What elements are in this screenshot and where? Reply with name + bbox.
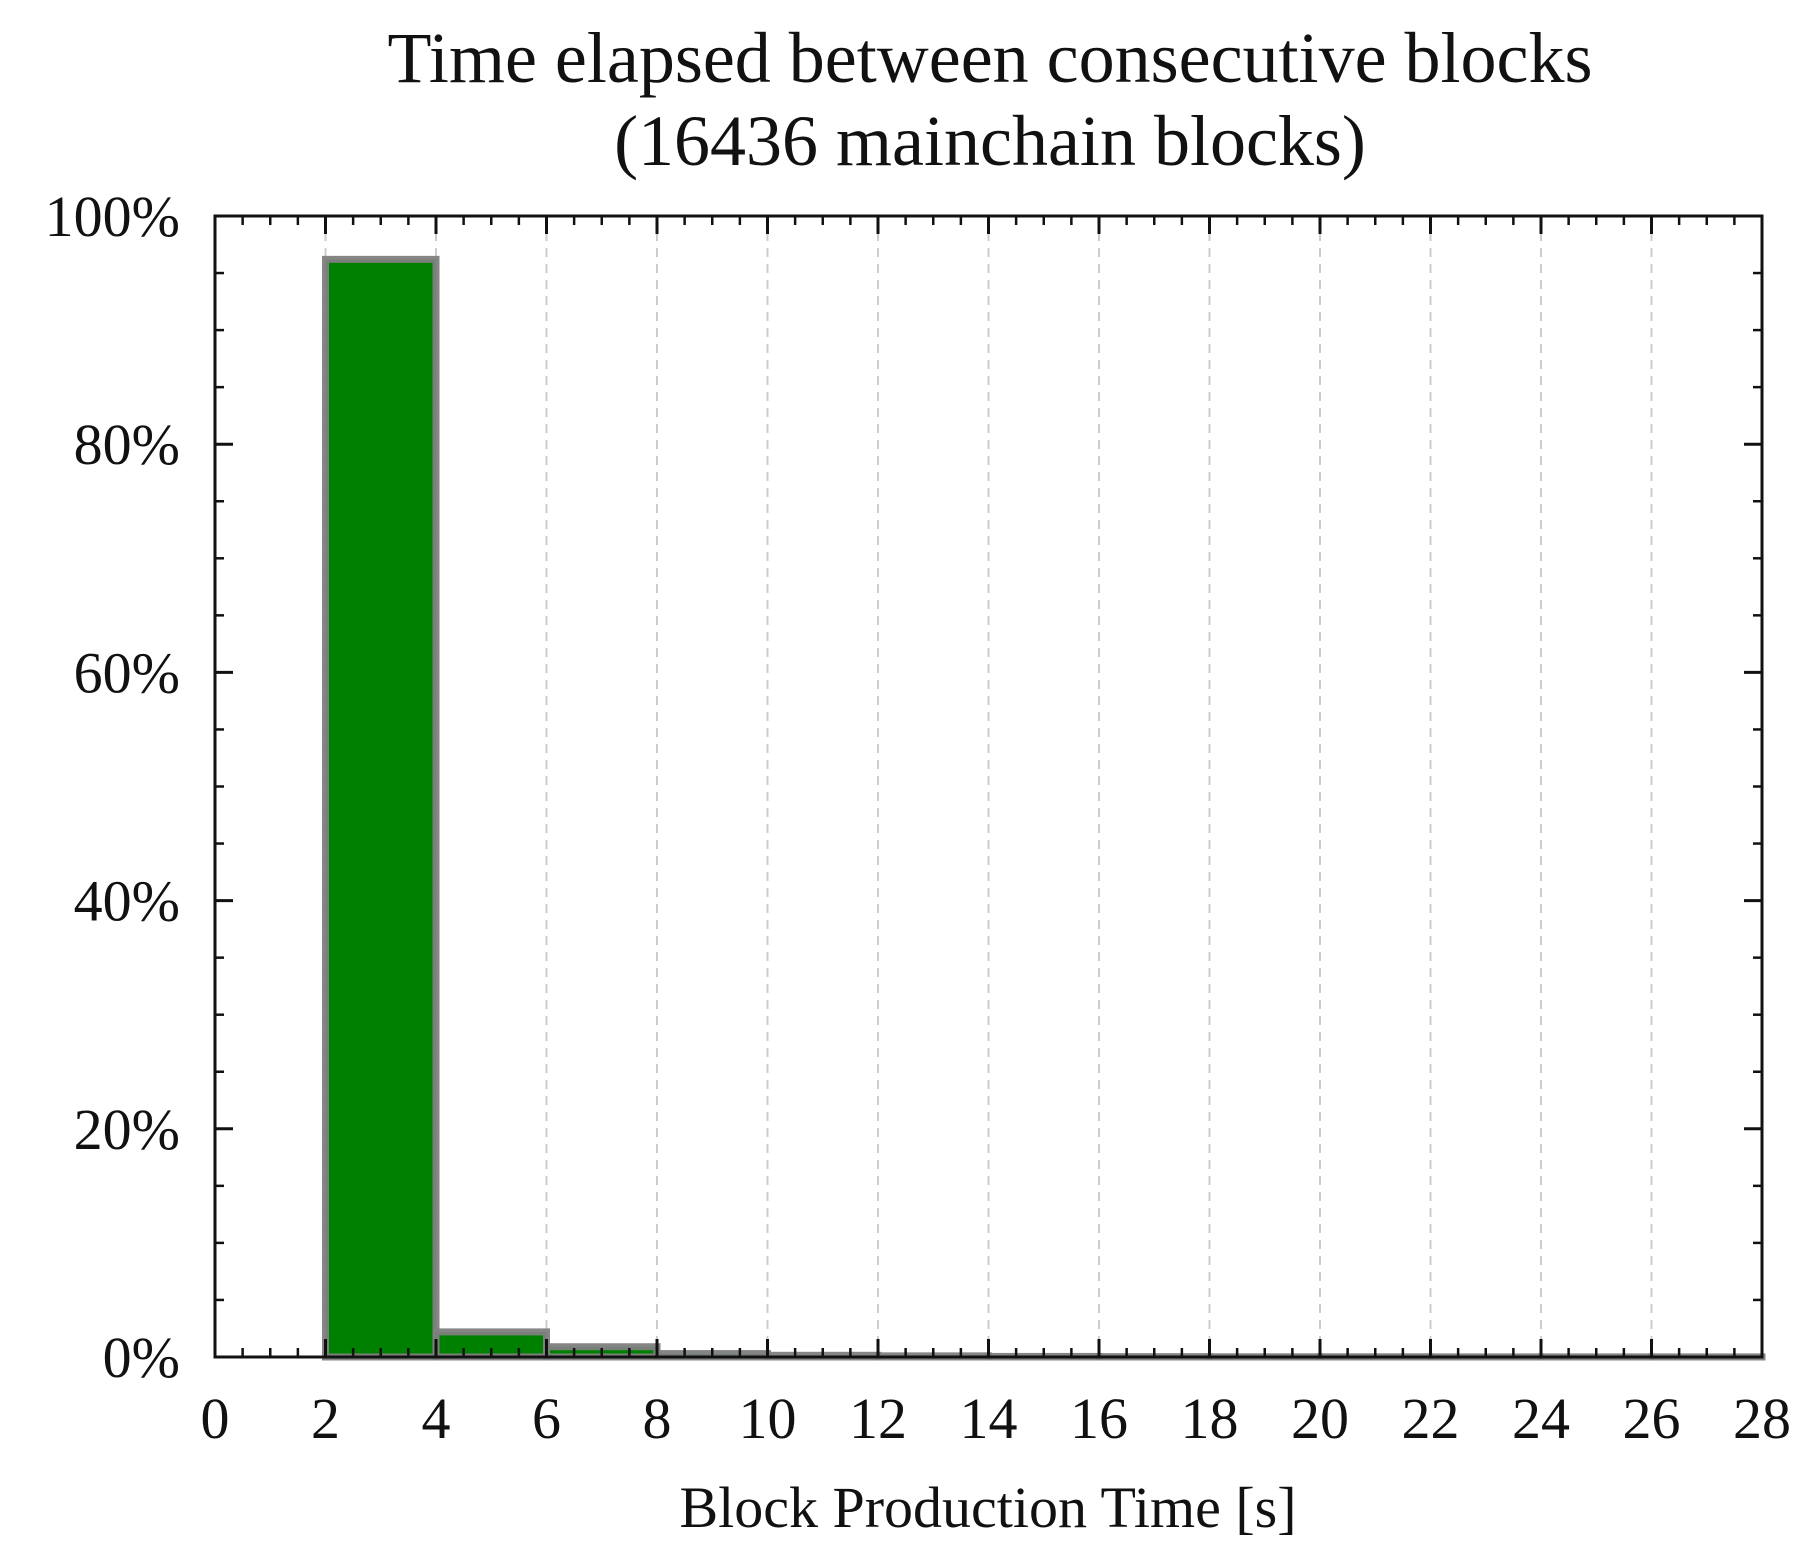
x-tick-label: 2	[311, 1386, 340, 1451]
y-tick-label: 40%	[74, 869, 180, 934]
x-tick-label: 18	[1181, 1386, 1239, 1451]
y-tick-label: 60%	[74, 640, 180, 705]
y-tick-label: 100%	[45, 184, 180, 249]
x-tick-label: 14	[960, 1386, 1018, 1451]
x-tick-label: 0	[201, 1386, 230, 1451]
y-tick-label: 0%	[103, 1325, 180, 1390]
grid-lines	[324, 216, 1653, 1357]
x-tick-label: 28	[1733, 1386, 1791, 1451]
x-tick-label: 20	[1291, 1386, 1349, 1451]
x-tick-label: 24	[1512, 1386, 1570, 1451]
chart-subtitle: (16436 mainchain blocks)	[614, 101, 1366, 181]
chart-title: Time elapsed between consecutive blocks	[387, 18, 1592, 98]
x-tick-label: 12	[849, 1386, 907, 1451]
x-tick-label: 4	[422, 1386, 451, 1451]
axis-ticks	[213, 214, 1764, 1359]
histogram-bar	[322, 255, 440, 1361]
x-tick-label: 10	[739, 1386, 797, 1451]
y-tick-label: 20%	[74, 1097, 180, 1162]
x-tick-label: 6	[532, 1386, 561, 1451]
x-tick-label: 26	[1623, 1386, 1681, 1451]
x-tick-labels: 0 2 4 6 8 10 12 14 16 18 20 22 24 26 28	[201, 1386, 1792, 1451]
x-tick-label: 22	[1402, 1386, 1460, 1451]
y-tick-label: 80%	[74, 412, 180, 477]
x-tick-label: 16	[1070, 1386, 1128, 1451]
histogram-bars	[322, 255, 1766, 1361]
x-tick-label: 8	[643, 1386, 672, 1451]
x-axis-label: Block Production Time [s]	[679, 1475, 1296, 1540]
y-tick-labels: 0% 20% 40% 60% 80% 100%	[45, 184, 180, 1390]
plot-frame	[213, 214, 1764, 1359]
